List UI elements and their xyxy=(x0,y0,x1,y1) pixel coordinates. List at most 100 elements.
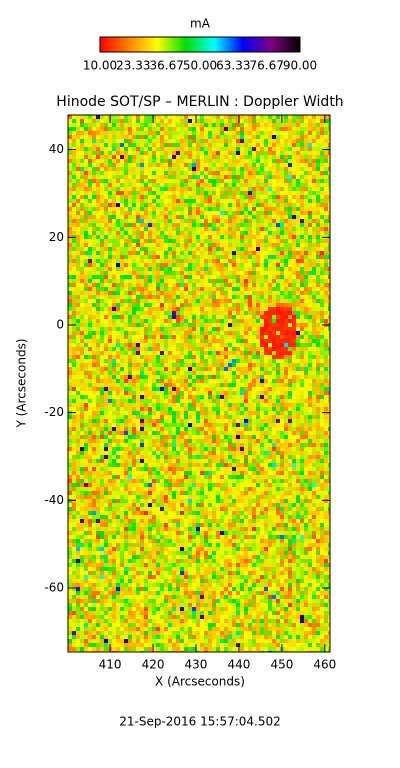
pixel xyxy=(200,259,204,263)
pixel xyxy=(144,315,148,319)
pixel xyxy=(188,339,192,343)
pixel xyxy=(108,251,112,255)
pixel xyxy=(216,375,220,379)
pixel xyxy=(92,159,96,163)
pixel xyxy=(296,407,300,411)
pixel xyxy=(272,223,276,227)
pixel xyxy=(100,247,104,251)
pixel xyxy=(116,267,120,271)
pixel xyxy=(232,299,236,303)
pixel xyxy=(240,415,244,419)
pixel xyxy=(284,115,288,119)
pixel xyxy=(268,303,272,307)
pixel xyxy=(248,355,252,359)
pixel xyxy=(228,367,232,371)
pixel xyxy=(288,151,292,155)
pixel xyxy=(128,343,132,347)
pixel xyxy=(312,163,316,167)
pixel xyxy=(244,231,248,235)
pixel xyxy=(280,363,284,367)
pixel xyxy=(112,395,116,399)
pixel xyxy=(176,331,180,335)
pixel xyxy=(140,247,144,251)
pixel xyxy=(164,331,168,335)
pixel xyxy=(148,259,152,263)
pixel xyxy=(264,187,268,191)
pixel xyxy=(228,299,232,303)
pixel xyxy=(184,323,188,327)
pixel xyxy=(72,407,76,411)
pixel xyxy=(208,239,212,243)
pixel xyxy=(288,391,292,395)
pixel xyxy=(200,387,204,391)
pixel xyxy=(156,203,160,207)
pixel xyxy=(264,279,268,283)
pixel xyxy=(152,191,156,195)
pixel xyxy=(220,147,224,151)
pixel xyxy=(168,391,172,395)
pixel xyxy=(76,375,80,379)
pixel xyxy=(80,407,84,411)
pixel xyxy=(204,167,208,171)
pixel xyxy=(196,275,200,279)
pixel xyxy=(152,367,156,371)
pixel xyxy=(204,235,208,239)
pixel xyxy=(252,147,256,151)
pixel xyxy=(184,347,188,351)
pixel xyxy=(280,403,284,407)
pixel xyxy=(216,319,220,323)
pixel xyxy=(204,331,208,335)
pixel xyxy=(292,295,296,299)
pixel xyxy=(84,291,88,295)
pixel xyxy=(328,351,330,355)
pixel xyxy=(68,139,72,143)
pixel xyxy=(308,183,312,187)
pixel xyxy=(196,263,200,267)
pixel xyxy=(212,215,216,219)
pixel xyxy=(144,191,148,195)
pixel xyxy=(148,367,152,371)
pixel xyxy=(88,379,92,383)
pixel xyxy=(316,255,320,259)
pixel xyxy=(260,223,264,227)
pixel xyxy=(92,259,96,263)
pixel xyxy=(276,391,280,395)
pixel xyxy=(76,331,80,335)
pixel xyxy=(272,155,276,159)
pixel xyxy=(212,415,216,419)
pixel xyxy=(296,271,300,275)
pixel xyxy=(84,195,88,199)
pixel xyxy=(72,395,76,399)
pixel xyxy=(284,343,288,347)
pixel xyxy=(84,339,88,343)
pixel xyxy=(272,359,276,363)
pixel xyxy=(284,223,288,227)
pixel xyxy=(288,239,292,243)
pixel xyxy=(160,227,164,231)
pixel xyxy=(176,403,180,407)
pixel xyxy=(212,387,216,391)
pixel xyxy=(124,139,128,143)
pixel xyxy=(108,359,112,363)
pixel xyxy=(180,139,184,143)
pixel xyxy=(104,395,108,399)
pixel xyxy=(204,175,208,179)
pixel xyxy=(232,203,236,207)
pixel xyxy=(88,139,92,143)
pixel xyxy=(260,263,264,267)
pixel xyxy=(328,187,330,191)
pixel xyxy=(152,203,156,207)
pixel xyxy=(128,315,132,319)
pixel xyxy=(156,155,160,159)
pixel xyxy=(120,331,124,335)
pixel xyxy=(276,151,280,155)
pixel xyxy=(224,343,228,347)
pixel xyxy=(188,271,192,275)
pixel xyxy=(280,199,284,203)
pixel xyxy=(204,375,208,379)
pixel xyxy=(184,415,188,419)
pixel xyxy=(196,291,200,295)
pixel xyxy=(308,411,312,415)
pixel xyxy=(156,327,160,331)
pixel xyxy=(160,267,164,271)
